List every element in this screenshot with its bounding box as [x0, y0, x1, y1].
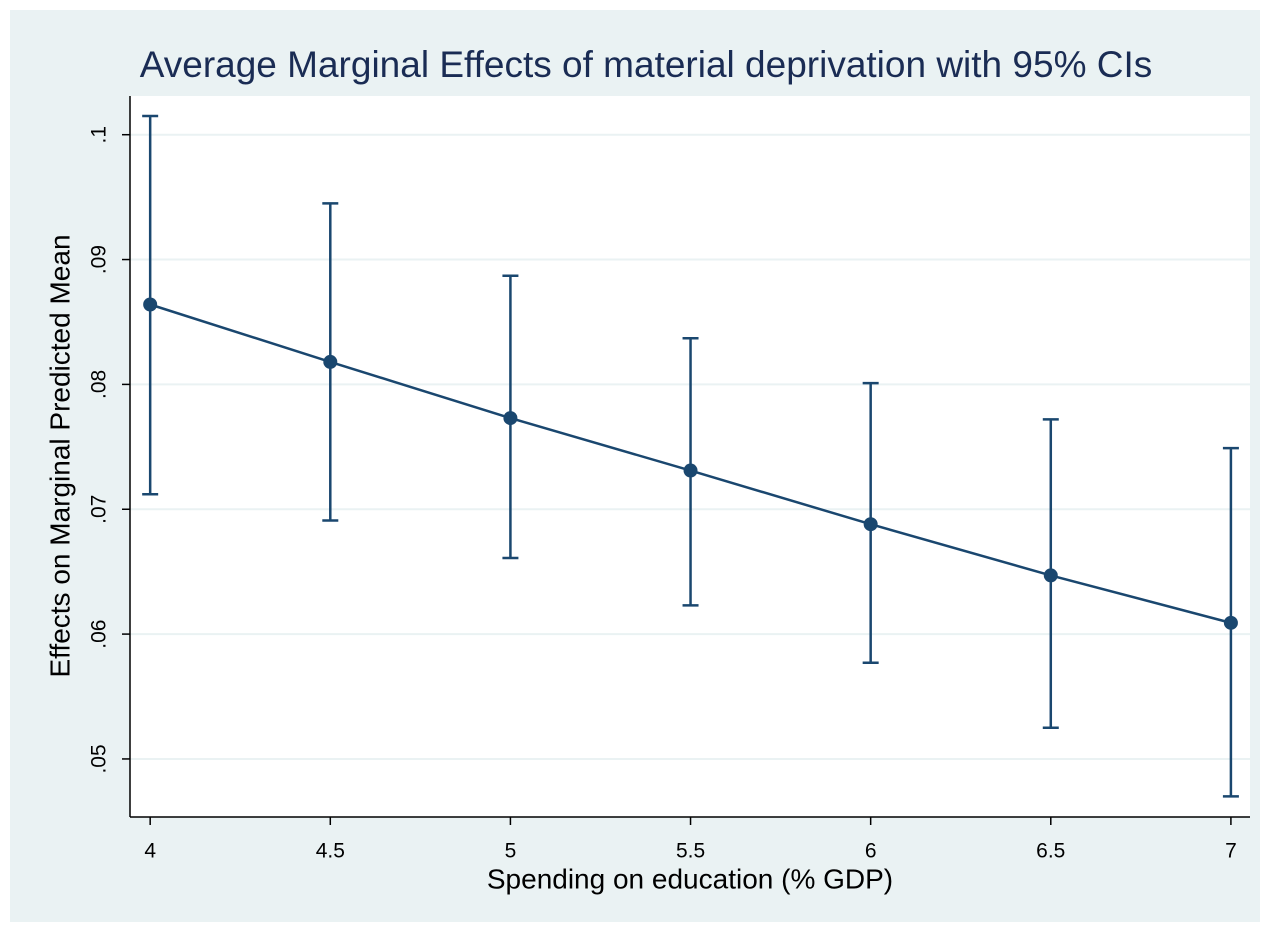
y-axis-label: Effects on Marginal Predicted Mean	[44, 234, 75, 677]
y-tick-label: .07	[88, 495, 111, 524]
x-tick-label: 5.5	[676, 840, 705, 863]
point	[1223, 615, 1238, 630]
point	[503, 411, 518, 426]
x-axis-label: Spending on education (% GDP)	[487, 863, 893, 894]
y-tick-label: .06	[88, 619, 111, 648]
y-tick-label: .08	[88, 370, 111, 399]
x-tick-label: 6	[865, 840, 877, 863]
y-tick-label: .09	[88, 245, 111, 274]
point	[143, 297, 158, 312]
x-tick-label: 7	[1225, 840, 1237, 863]
chart-title: Average Marginal Effects of material dep…	[140, 44, 1153, 85]
y-tick-label: .05	[88, 744, 111, 773]
point	[1043, 568, 1058, 583]
x-tick-label: 4.5	[316, 840, 345, 863]
x-tick-label: 4	[144, 840, 156, 863]
marks	[142, 114, 1239, 798]
x-tick-label: 6.5	[1036, 840, 1065, 863]
point	[863, 517, 878, 532]
y-tick-label: .1	[88, 126, 111, 144]
x-tick-label: 5	[505, 840, 517, 863]
point	[683, 463, 698, 478]
point	[323, 354, 338, 369]
